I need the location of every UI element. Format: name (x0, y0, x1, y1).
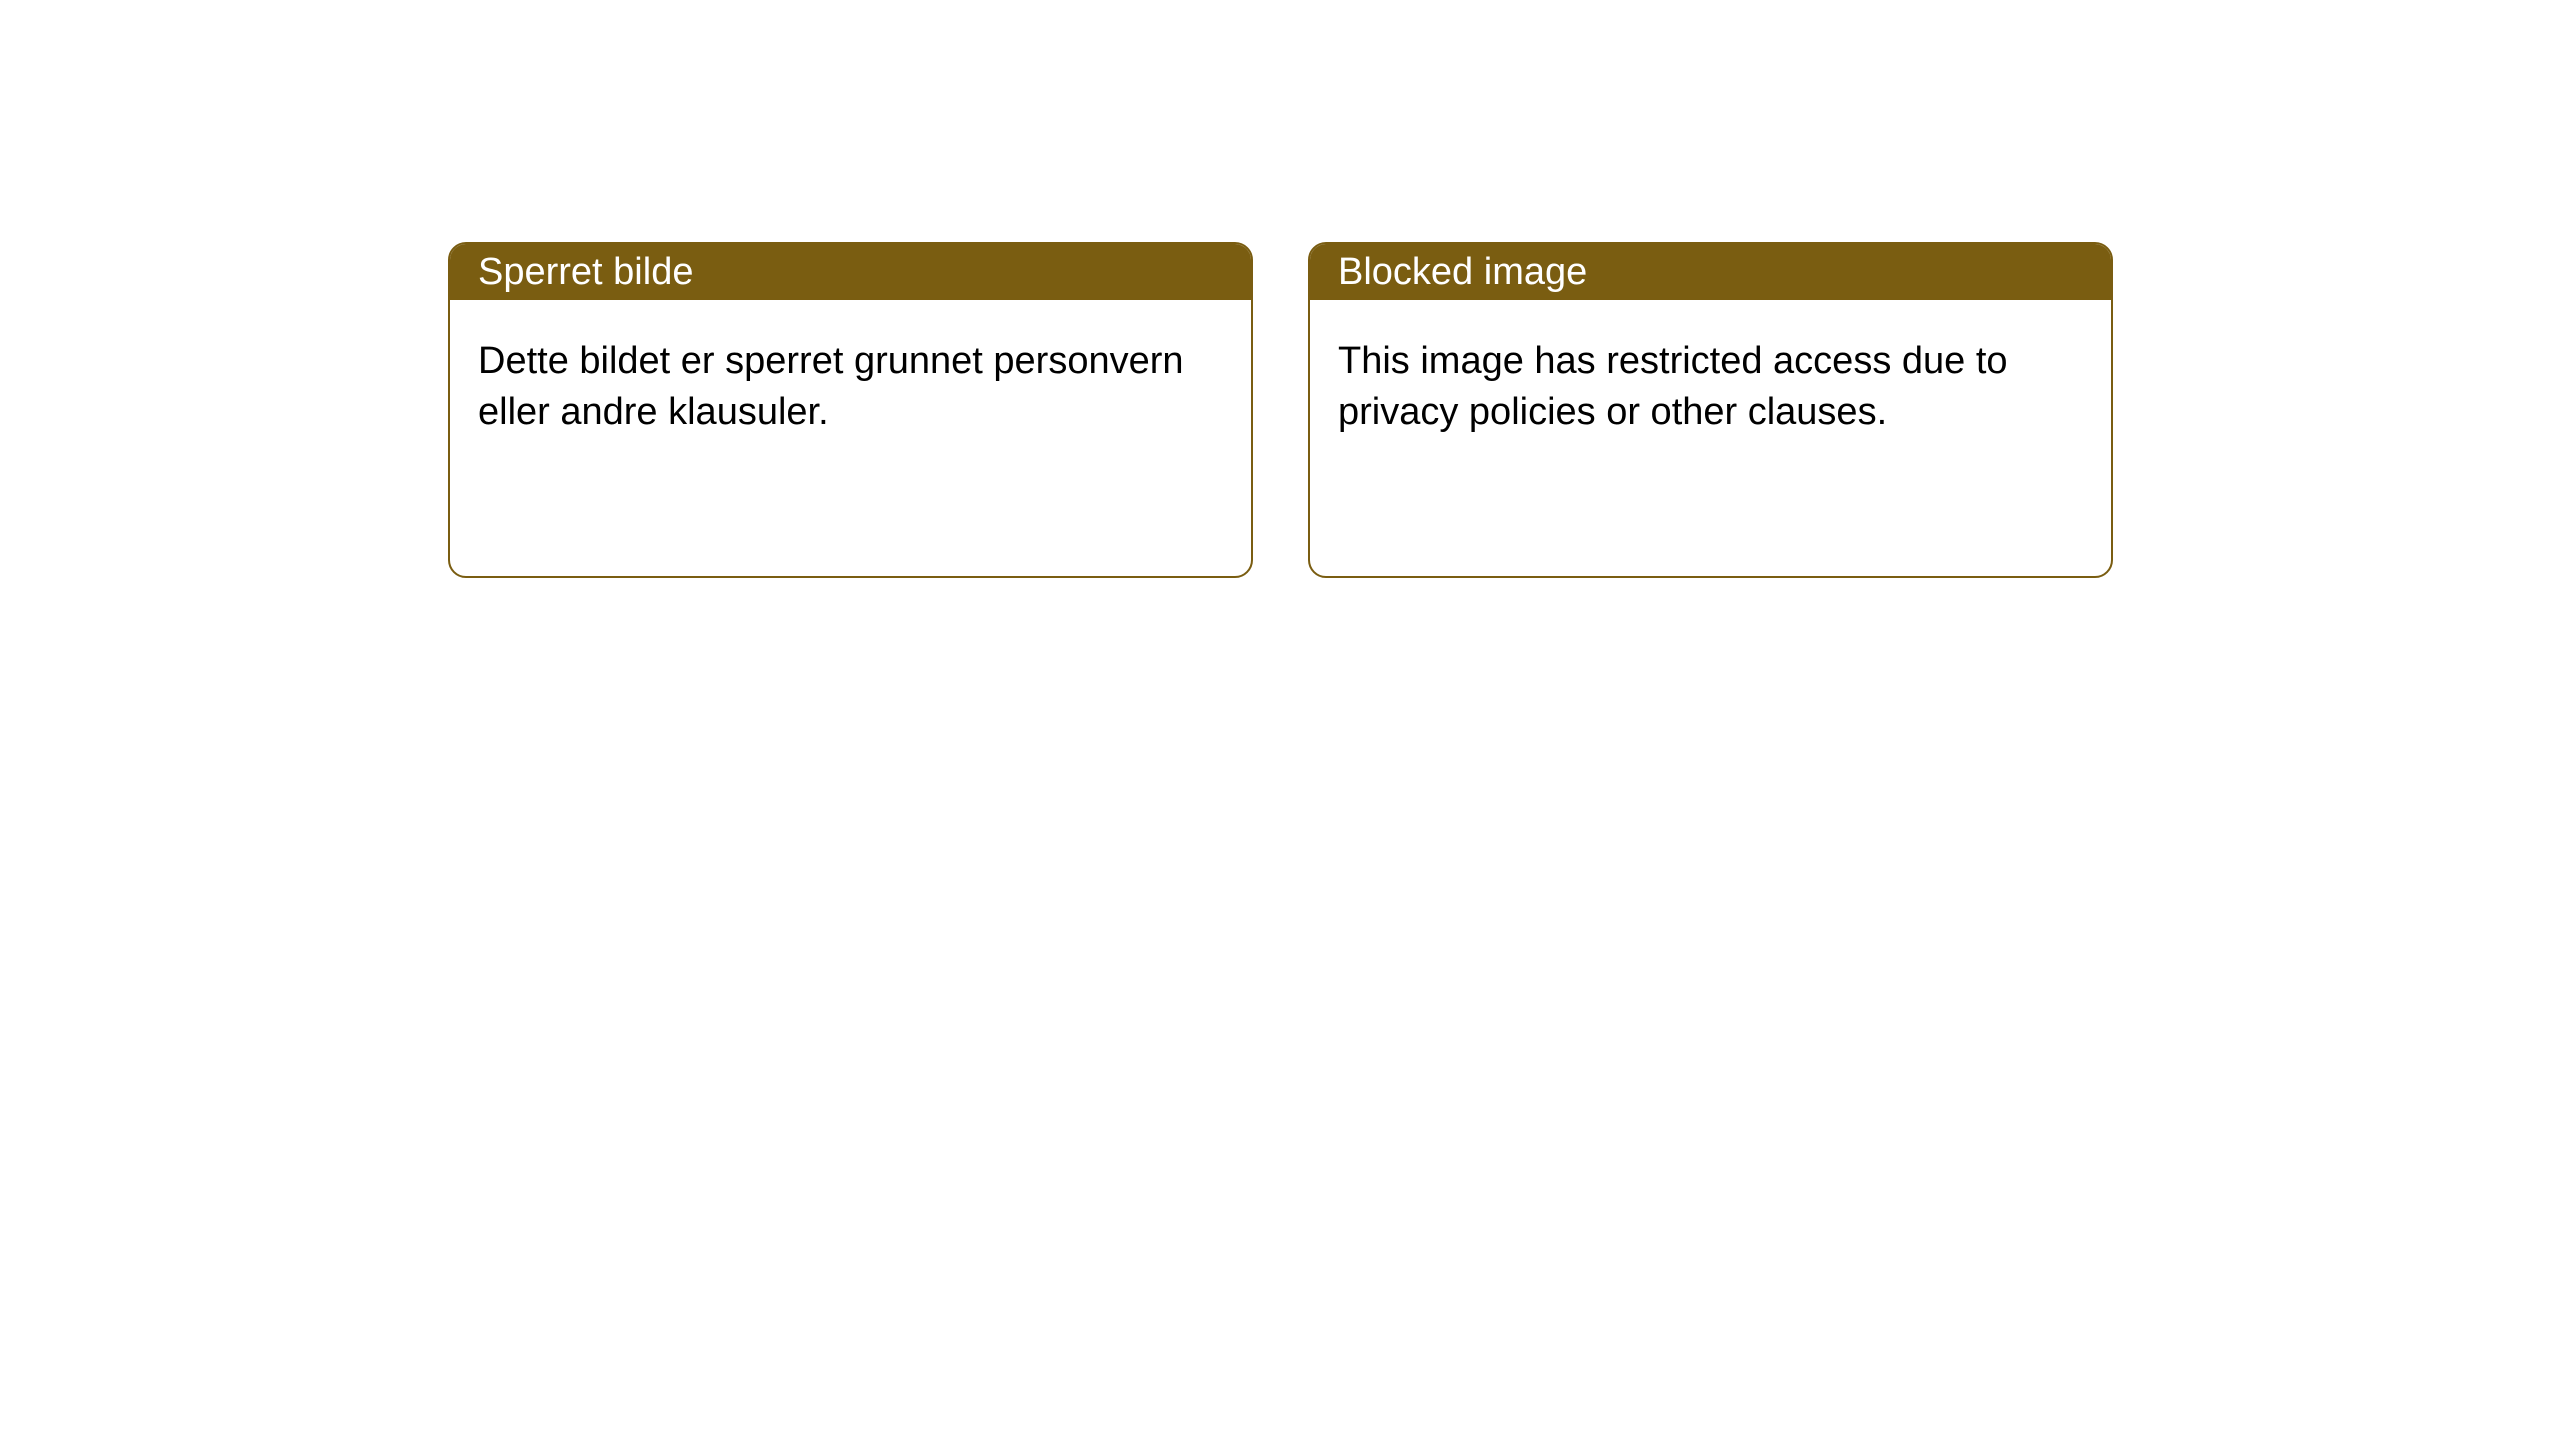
notice-body-norwegian: Dette bildet er sperret grunnet personve… (450, 300, 1251, 475)
notice-text-english: This image has restricted access due to … (1338, 340, 2008, 433)
notice-title-norwegian: Sperret bilde (478, 251, 693, 294)
notice-container: Sperret bilde Dette bildet er sperret gr… (0, 0, 2560, 578)
notice-header-norwegian: Sperret bilde (450, 244, 1251, 300)
notice-body-english: This image has restricted access due to … (1310, 300, 2111, 475)
notice-title-english: Blocked image (1338, 251, 1587, 294)
notice-text-norwegian: Dette bildet er sperret grunnet personve… (478, 340, 1184, 433)
notice-box-english: Blocked image This image has restricted … (1308, 242, 2113, 578)
notice-header-english: Blocked image (1310, 244, 2111, 300)
notice-box-norwegian: Sperret bilde Dette bildet er sperret gr… (448, 242, 1253, 578)
